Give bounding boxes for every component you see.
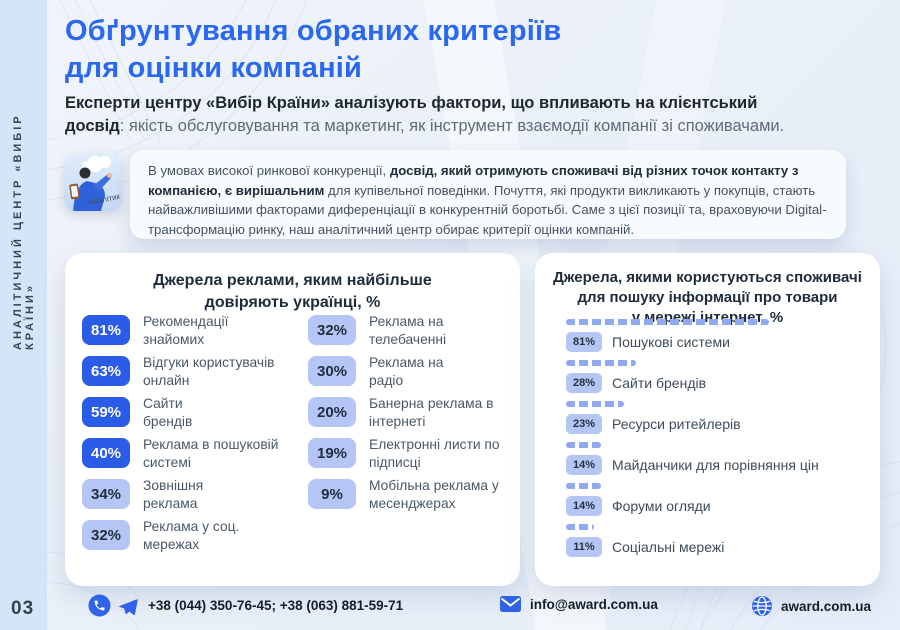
subtitle-bold-line2: досвід [65,117,120,135]
note-text-pre: В умовах високої ринкової конкуренції, [148,163,390,178]
value-badge: 23% [566,414,602,434]
value-badge: 19% [308,438,356,468]
analyst-note-text: В умовах високої ринкової конкуренції, д… [148,161,828,239]
value-badge: 34% [82,479,130,509]
footer-website[interactable]: award.com.ua [752,596,871,616]
value-badge: 14% [566,455,602,475]
page-title-line1: Обґрунтування обраних критеріїв [65,15,562,47]
footer-email[interactable]: info@award.com.ua [500,596,658,612]
search-sources-card: Джерела, якими користуються споживачі дл… [535,253,880,586]
item-label: Мобільна реклама у месенджерах [369,478,499,511]
item-label: Відгуки користувачів онлайн [143,355,275,388]
value-badge: 81% [82,315,130,345]
trusted-card-title: Джерела реклами, яким найбільше довіряют… [65,270,520,314]
page-number: 03 [11,598,35,619]
list-item: 28% Сайти брендів [566,360,819,401]
dashed-bar [566,524,594,530]
footer-phones[interactable]: +38 (044) 350-76-45; +38 (063) 881-59-71 [88,594,403,617]
globe-icon[interactable] [752,596,772,616]
footer-website-url[interactable]: award.com.ua [781,598,872,614]
list-item: 9% Мобільна реклама у месенджерах [308,478,521,520]
analyst-note-box: В умовах високої ринкової конкуренції, д… [130,150,846,239]
item-label: Майданчики для порівняння цін [612,457,819,473]
page-title-line2: для оцінки компаній [65,52,363,84]
value-badge: 9% [308,479,356,509]
trusted-card-column2: 32% Реклама на телебаченні 30% Реклама н… [308,314,521,561]
list-item: 19% Електронні листи по підписці [308,437,521,479]
item-label: Ресурси ритейлерів [612,416,741,432]
dashed-bar [566,442,601,448]
list-item: 63% Відгуки користувачів онлайн [82,355,295,397]
list-item: 14% Майданчики для порівняння цін [566,442,819,483]
list-item: 40% Реклама в пошуковій системі [82,437,295,479]
value-badge: 59% [82,397,130,427]
dashed-bar [566,319,769,325]
item-label: Сайти брендів [612,375,707,391]
dashed-bar [566,483,601,489]
value-badge: 81% [566,332,602,352]
dashed-bar [566,401,624,407]
sidebar-vertical-title-text: АНАЛІТИЧНИЙ ЦЕНТР «ВИБІР КРАЇНИ» [11,113,36,350]
item-label: Банерна реклама в інтернеті [369,396,494,429]
list-item: 32% Реклама у соц. мережах [82,519,295,561]
note-text-bold: досвід, який отримують споживачі від різ… [148,163,799,198]
footer-email-address[interactable]: info@award.com.ua [530,596,658,612]
value-badge: 20% [308,397,356,427]
value-badge: 11% [566,537,602,557]
telegram-icon[interactable] [117,595,139,617]
sidebar-vertical-title: АНАЛІТИЧНИЙ ЦЕНТР «ВИБІР КРАЇНИ» [0,55,47,350]
value-badge: 30% [308,356,356,386]
email-icon[interactable] [500,596,521,612]
footer-phone-numbers[interactable]: +38 (044) 350-76-45; +38 (063) 881-59-71 [148,598,404,613]
page-title: Обґрунтування обраних критеріїв для оцін… [65,13,561,87]
item-label: Реклама в пошуковій системі [143,437,279,470]
item-label: Реклама на радіо [369,355,444,388]
list-item: 34% Зовнішня реклама [82,478,295,520]
trusted-card-column1: 81% Рекомендації знайомих 63% Відгуки ко… [82,314,295,561]
item-label: Пошукові системи [612,334,730,350]
value-badge: 14% [566,496,602,516]
list-item: 11% Соціальні мережі [566,524,819,565]
value-badge: 40% [82,438,130,468]
item-label: Соціальні мережі [612,539,725,555]
analyst-icon [69,156,112,211]
list-item: 23% Ресурси ритейлерів [566,401,819,442]
item-label: Електронні листи по підписці [369,437,500,470]
search-card-items: 81% Пошукові системи 28% Сайти брендів 2… [566,319,819,565]
list-item: 20% Банерна реклама в інтернеті [308,396,521,438]
item-label: Зовнішня реклама [143,478,204,511]
trusted-card-columns: 81% Рекомендації знайомих 63% Відгуки ко… [82,314,521,561]
item-label: Реклама у соц. мережах [143,519,240,552]
subtitle-rest: : якість обслуговування та маркетинг, як… [119,117,785,135]
item-label: Реклама на телебаченні [369,314,447,347]
list-item: 81% Рекомендації знайомих [82,314,295,356]
value-badge: 63% [82,356,130,386]
item-label: Форуми огляди [612,498,711,514]
trusted-card-title-line1: Джерела реклами, яким найбільше [153,272,432,289]
list-item: 59% Сайти брендів [82,396,295,438]
item-label: Рекомендації знайомих [143,314,229,347]
trusted-ad-sources-card: Джерела реклами, яким найбільше довіряют… [65,253,520,586]
item-label: Сайти брендів [143,396,193,429]
list-item: 30% Реклама на радіо [308,355,521,397]
value-badge: 32% [82,520,130,550]
search-card-title-line1: Джерела, якими користуються споживачі [553,269,862,286]
note-text-post: для купівельної поведінки. Почуття, які … [148,182,827,237]
search-card-title-line2: для пошуку інформації про товари [577,289,838,306]
value-badge: 28% [566,373,602,393]
sidebar: АНАЛІТИЧНИЙ ЦЕНТР «ВИБІР КРАЇНИ» 03 [0,0,47,630]
dashed-bar [566,360,636,366]
page-subtitle: Експерти центру «Вибір Країни» аналізуют… [65,92,865,138]
list-item: 32% Реклама на телебаченні [308,314,521,356]
analyst-avatar: Аналітик [64,153,122,211]
list-item: 14% Форуми огляди [566,483,819,524]
trusted-card-title-line2: довіряють українці, % [204,294,381,311]
value-badge: 32% [308,315,356,345]
list-item: 81% Пошукові системи [566,319,819,360]
subtitle-bold-line1: Експерти центру «Вибір Країни» аналізуют… [65,94,758,112]
viber-icon[interactable] [88,594,111,617]
